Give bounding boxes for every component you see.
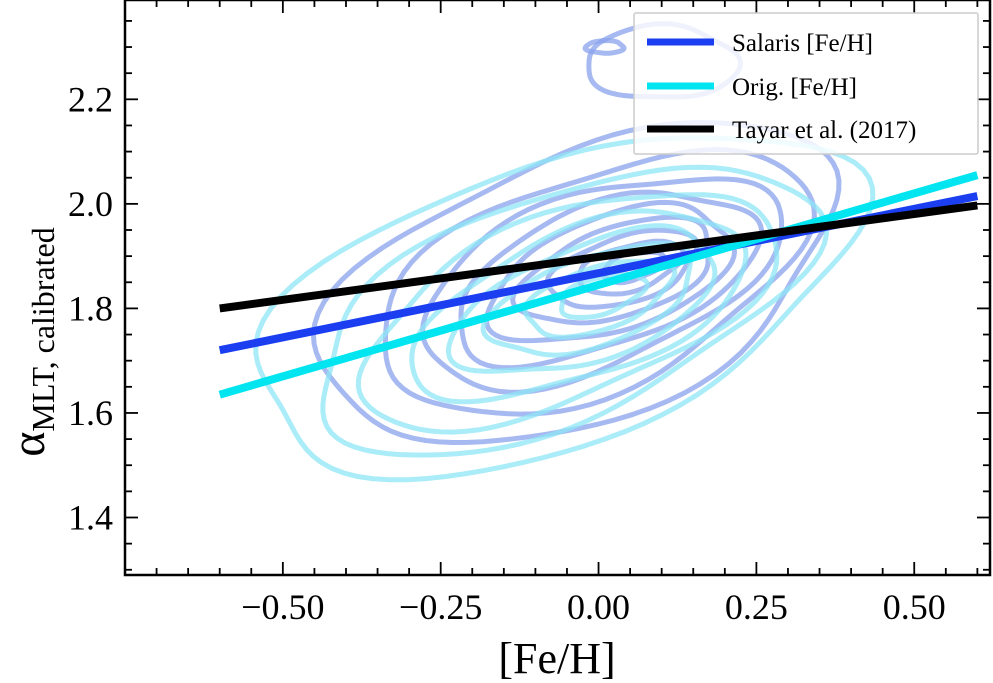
density-contour	[582, 38, 627, 56]
density-contour	[445, 223, 718, 374]
density-contour	[355, 192, 780, 435]
density-contour	[382, 146, 817, 417]
density-contour	[409, 208, 749, 405]
density-contour	[458, 189, 765, 371]
y-tick-label: 2.2	[68, 79, 113, 119]
y-axis-label-subscript: MLT, calibrated	[25, 227, 61, 431]
x-tick-label: 0.25	[725, 587, 788, 627]
density-contour	[522, 258, 678, 340]
density-contour	[480, 240, 694, 358]
y-axis-label: αMLT, calibrated	[2, 227, 61, 457]
x-tick-label: 0.00	[567, 587, 630, 627]
plot-frame	[123, 0, 992, 577]
x-tick-label: 0.50	[883, 587, 946, 627]
y-tick-label: 1.6	[68, 393, 113, 433]
x-tick-label: −0.25	[399, 587, 482, 627]
legend-label-salaris: Salaris [Fe/H]	[732, 30, 873, 57]
series-line-2	[219, 201, 978, 313]
y-tick-labels: 1.4 1.6 1.8 2.0 2.2	[68, 79, 113, 537]
legend-label-orig: Orig. [Fe/H]	[732, 74, 857, 101]
density-contour	[320, 164, 829, 458]
legend-box	[633, 12, 979, 155]
x-axis-label: [Fe/H]	[498, 634, 615, 683]
y-tick-label: 2.0	[68, 184, 113, 224]
y-tick-label: 1.4	[68, 498, 113, 538]
legend-entry-orig: Orig. [Fe/H]	[647, 74, 857, 101]
density-contour	[420, 176, 785, 395]
legend-entry-salaris: Salaris [Fe/H]	[647, 30, 873, 57]
density-contour	[559, 271, 650, 320]
series-line-1	[218, 171, 979, 399]
legend-label-tayar: Tayar et al. (2017)	[732, 117, 916, 144]
x-tick-label: −0.50	[241, 587, 324, 627]
legend: Salaris [Fe/H] Orig. [Fe/H] Tayar et al.…	[633, 12, 979, 155]
y-tick-label: 1.8	[68, 288, 113, 328]
fit-lines	[218, 171, 979, 399]
legend-entry-tayar: Tayar et al. (2017)	[647, 117, 916, 144]
y-axis-label-symbol: α	[2, 432, 55, 457]
x-tick-labels: −0.50 −0.25 0.00 0.25 0.50	[241, 587, 946, 627]
